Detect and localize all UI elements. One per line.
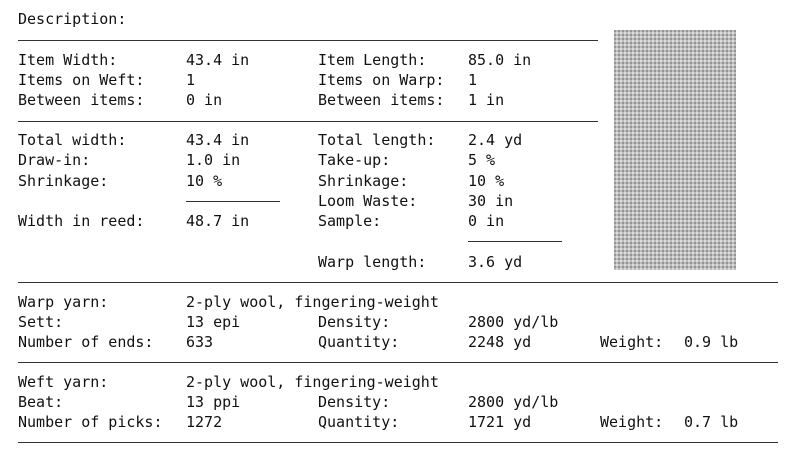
warp-weight-label: Weight: <box>600 333 664 351</box>
weft-weight-value: 0.7 lb <box>684 413 739 431</box>
warp-length-value: 3.6 yd <box>468 253 523 271</box>
shrinkage-width-value: 10 % <box>186 172 223 190</box>
width-in-reed-value: 48.7 in <box>186 212 250 230</box>
beat-value: 13 ppi <box>186 393 241 411</box>
weft-density-label: Density: <box>318 393 391 411</box>
draw-in-value: 1.0 in <box>186 151 241 169</box>
shrinkage-width-label: Shrinkage: <box>18 172 109 190</box>
width-sum-rule <box>186 201 280 202</box>
take-up-value: 5 % <box>468 151 496 169</box>
items-on-warp-value: 1 <box>468 71 478 89</box>
item-length-label: Item Length: <box>318 51 427 69</box>
description-label: Description: <box>18 10 127 28</box>
divider-3 <box>18 282 778 283</box>
weft-yarn-value: 2-ply wool, fingering-weight <box>186 373 439 391</box>
divider-1 <box>18 40 598 41</box>
warp-density-value: 2800 yd/lb <box>468 313 559 331</box>
item-width-value: 43.4 in <box>186 51 250 69</box>
divider-4 <box>18 362 778 363</box>
weft-quantity-label: Quantity: <box>318 413 400 431</box>
weft-weight-label: Weight: <box>600 413 664 431</box>
divider-2 <box>18 121 598 122</box>
total-width-value: 43.4 in <box>186 131 250 149</box>
fabric-swatch-preview <box>614 30 736 270</box>
items-on-weft-value: 1 <box>186 71 196 89</box>
between-items-weft-value: 0 in <box>186 91 223 109</box>
total-length-value: 2.4 yd <box>468 131 523 149</box>
number-of-ends-value: 633 <box>186 333 214 351</box>
weft-yarn-label: Weft yarn: <box>18 373 109 391</box>
item-width-label: Item Width: <box>18 51 118 69</box>
draw-in-label: Draw-in: <box>18 151 91 169</box>
shrinkage-length-label: Shrinkage: <box>318 172 409 190</box>
item-length-value: 85.0 in <box>468 51 532 69</box>
warp-density-label: Density: <box>318 313 391 331</box>
total-length-label: Total length: <box>318 131 436 149</box>
items-on-warp-label: Items on Warp: <box>318 71 445 89</box>
number-of-ends-label: Number of ends: <box>18 333 154 351</box>
between-items-warp-label: Between items: <box>318 91 445 109</box>
weft-quantity-value: 1721 yd <box>468 413 532 431</box>
warp-length-label: Warp length: <box>318 253 427 271</box>
sample-label: Sample: <box>318 212 382 230</box>
warp-yarn-label: Warp yarn: <box>18 293 109 311</box>
sample-value: 0 in <box>468 212 505 230</box>
weft-density-value: 2800 yd/lb <box>468 393 559 411</box>
sett-value: 13 epi <box>186 313 241 331</box>
warp-weight-value: 0.9 lb <box>684 333 739 351</box>
length-sum-rule <box>468 241 562 242</box>
beat-label: Beat: <box>18 393 64 411</box>
take-up-label: Take-up: <box>318 151 391 169</box>
between-items-warp-value: 1 in <box>468 91 505 109</box>
warp-yarn-value: 2-ply wool, fingering-weight <box>186 293 439 311</box>
number-of-picks-value: 1272 <box>186 413 223 431</box>
warp-quantity-value: 2248 yd <box>468 333 532 351</box>
total-width-label: Total width: <box>18 131 127 149</box>
items-on-weft-label: Items on Weft: <box>18 71 145 89</box>
shrinkage-length-value: 10 % <box>468 172 505 190</box>
loom-waste-value: 30 in <box>468 192 514 210</box>
width-in-reed-label: Width in reed: <box>18 212 145 230</box>
between-items-weft-label: Between items: <box>18 91 145 109</box>
divider-5 <box>18 442 778 443</box>
number-of-picks-label: Number of picks: <box>18 413 163 431</box>
loom-waste-label: Loom Waste: <box>318 192 418 210</box>
warp-quantity-label: Quantity: <box>318 333 400 351</box>
sett-label: Sett: <box>18 313 64 331</box>
